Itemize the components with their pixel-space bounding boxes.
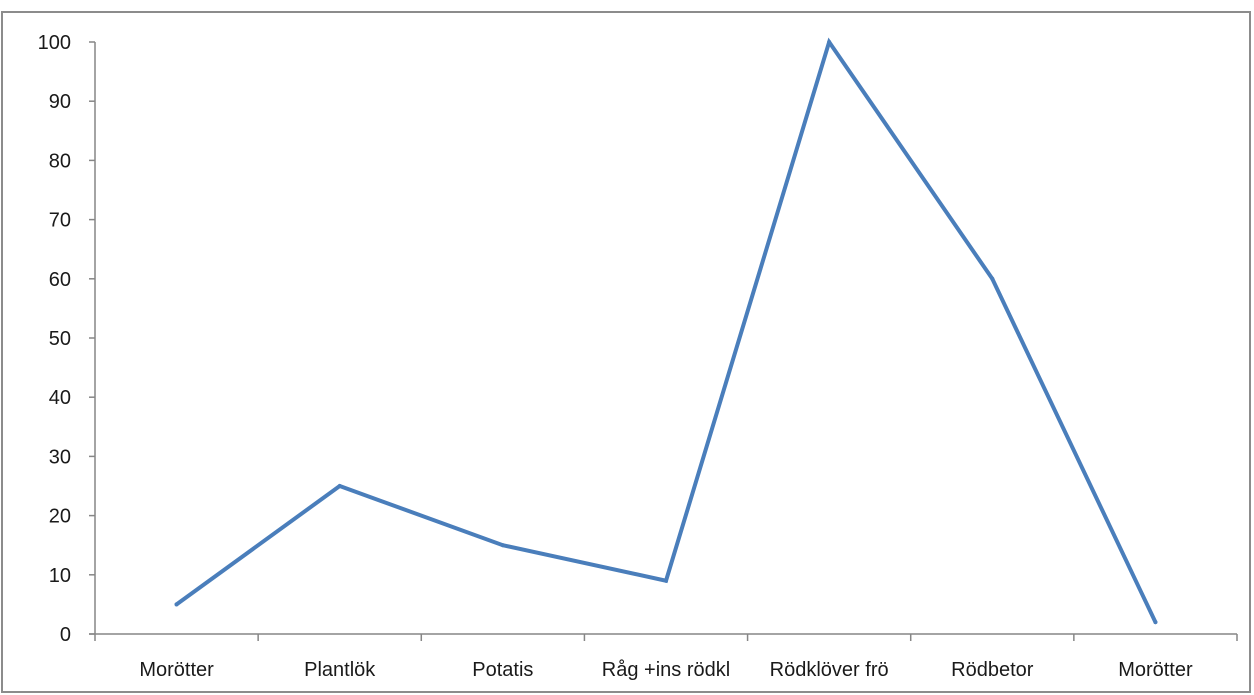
- data-point: [664, 578, 668, 583]
- data-point: [174, 602, 179, 607]
- y-tick-label: 40: [49, 387, 71, 409]
- y-tick-label: 60: [49, 269, 71, 291]
- x-tick-label: Rödbetor: [951, 659, 1034, 681]
- series-layer: [174, 37, 1158, 625]
- x-tick-label: Morötter: [1118, 659, 1193, 681]
- y-tick-label: 90: [49, 91, 71, 113]
- tick-labels: 0 10 20 30 40 50 60 70 80 90 100 Morötter Plantlök Po…: [38, 32, 1193, 681]
- x-tick-label: Morötter: [139, 659, 214, 681]
- x-tick-label: Råg +ins rödkl: [602, 659, 730, 681]
- data-point: [827, 40, 832, 44]
- data-point: [337, 484, 342, 488]
- data-point: [1153, 620, 1158, 625]
- x-tick-label: Plantlök: [304, 659, 376, 681]
- y-tick-label: 80: [49, 150, 71, 172]
- data-point: [500, 543, 505, 548]
- x-tick-label: Potatis: [472, 659, 533, 681]
- axes: [89, 41, 1238, 641]
- y-tick-label: 20: [49, 506, 71, 528]
- y-tick-label: 30: [49, 446, 71, 468]
- series-line: [174, 37, 1158, 625]
- y-tick-label: 50: [49, 328, 71, 350]
- y-tick-label: 70: [49, 210, 71, 232]
- y-tick-label: 0: [60, 624, 71, 646]
- y-tick-label: 100: [38, 32, 71, 54]
- x-tick-label: Rödklöver frö: [770, 659, 889, 681]
- data-point: [990, 276, 995, 281]
- y-tick-label: 10: [49, 565, 71, 587]
